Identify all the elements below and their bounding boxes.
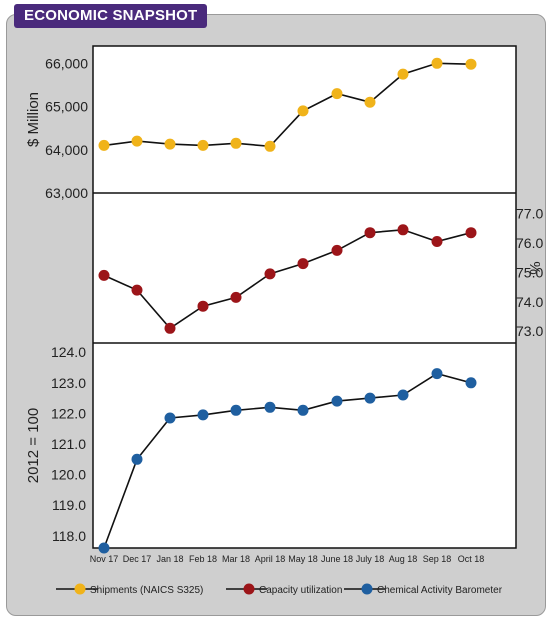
- data-point: [230, 137, 242, 149]
- y-tick-label: 64,000: [45, 142, 88, 158]
- data-point: [297, 105, 309, 117]
- y-tick-label: 63,000: [45, 185, 88, 201]
- data-point: [364, 227, 376, 239]
- data-point: [264, 140, 276, 152]
- series-line: [103, 228, 472, 330]
- y-tick-label: 65,000: [45, 99, 88, 115]
- data-point: [397, 224, 409, 236]
- data-point: [431, 236, 443, 247]
- data-point: [297, 258, 309, 270]
- data-point: [331, 244, 343, 256]
- y-tick-label: 66,000: [45, 55, 88, 71]
- y-tick-label: 74.0: [516, 294, 543, 310]
- data-point: [431, 57, 443, 69]
- y-tick-label: 121.0: [51, 436, 86, 452]
- data-point: [465, 377, 477, 389]
- data-point: [264, 401, 276, 413]
- x-tick-label: Oct 18: [458, 554, 485, 564]
- y-axis-label: 2012 = 100: [25, 408, 42, 484]
- y-tick-label: 75.0: [516, 264, 543, 280]
- y-tick-label: 123.0: [51, 375, 86, 391]
- data-point: [164, 412, 176, 424]
- data-point: [98, 542, 110, 554]
- data-point: [197, 300, 209, 312]
- data-point: [131, 284, 143, 296]
- data-point: [197, 409, 209, 421]
- x-tick-label: Nov 17: [90, 554, 119, 564]
- x-tick-label: Jan 18: [156, 554, 183, 564]
- data-point: [465, 58, 477, 70]
- data-point: [98, 269, 110, 281]
- legend-marker: [243, 583, 255, 595]
- data-point: [364, 96, 376, 108]
- x-tick-label: Sep 18: [423, 554, 452, 564]
- data-point: [197, 139, 209, 151]
- y-tick-label: 77.0: [516, 206, 543, 222]
- legend-label: Capacity utilization: [259, 585, 342, 596]
- x-tick-label: June 18: [321, 554, 353, 564]
- y-axis-label: %: [526, 261, 543, 274]
- data-point: [264, 268, 276, 280]
- data-point: [131, 135, 143, 147]
- panel-2: 73.0 74.0 75.0 76.0 77.0%: [98, 206, 543, 339]
- data-point: [364, 392, 376, 404]
- x-tick-label: Mar 18: [222, 554, 250, 564]
- series-line: [103, 372, 472, 549]
- panel-1: 63,000 64,000 65,000 66,000 $ Million: [25, 55, 477, 201]
- y-tick-label: 120.0: [51, 467, 86, 483]
- data-point: [397, 389, 409, 401]
- data-point: [164, 138, 176, 150]
- data-point: [331, 88, 343, 100]
- legend-item: Shipments (NAICS S325): [56, 583, 203, 596]
- legend-label: Chemical Activity Barometer: [377, 585, 503, 596]
- y-tick-label: 76.0: [516, 235, 543, 251]
- legend-item: Capacity utilization: [226, 583, 342, 596]
- y-axis-label: $ Million: [25, 92, 42, 147]
- panel-3: 118.0 119.0 120.0 121.0 122.0 123.0 124.0 2012 …: [25, 344, 477, 554]
- y-tick-label: 73.0: [516, 323, 543, 339]
- legend-marker: [74, 583, 86, 595]
- x-tick-label: April 18: [255, 554, 286, 564]
- y-tick-label: 118.0: [52, 528, 86, 544]
- data-point: [431, 368, 443, 380]
- data-point: [230, 404, 242, 416]
- x-tick-label: July 18: [356, 554, 385, 564]
- plot-area: [92, 45, 517, 549]
- legend-item: Chemical Activity Barometer: [344, 583, 503, 596]
- y-tick-label: 122.0: [51, 405, 86, 421]
- legend-label: Shipments (NAICS S325): [90, 585, 203, 596]
- series-line: [103, 62, 472, 148]
- data-point: [397, 68, 409, 80]
- data-point: [465, 227, 477, 239]
- x-tick-label: May 18: [288, 554, 318, 564]
- data-point: [297, 404, 309, 416]
- data-point: [131, 453, 143, 465]
- y-tick-label: 119.0: [52, 497, 86, 513]
- data-point: [331, 395, 343, 407]
- legend-marker: [361, 583, 373, 595]
- x-tick-label: Aug 18: [389, 554, 418, 564]
- snapshot-title: ECONOMIC SNAPSHOT: [14, 4, 208, 28]
- data-point: [230, 291, 242, 303]
- x-tick-label: Feb 18: [189, 554, 217, 564]
- data-point: [164, 322, 176, 334]
- data-point: [98, 139, 110, 151]
- y-tick-label: 124.0: [51, 344, 86, 360]
- x-tick-label: Dec 17: [123, 554, 152, 564]
